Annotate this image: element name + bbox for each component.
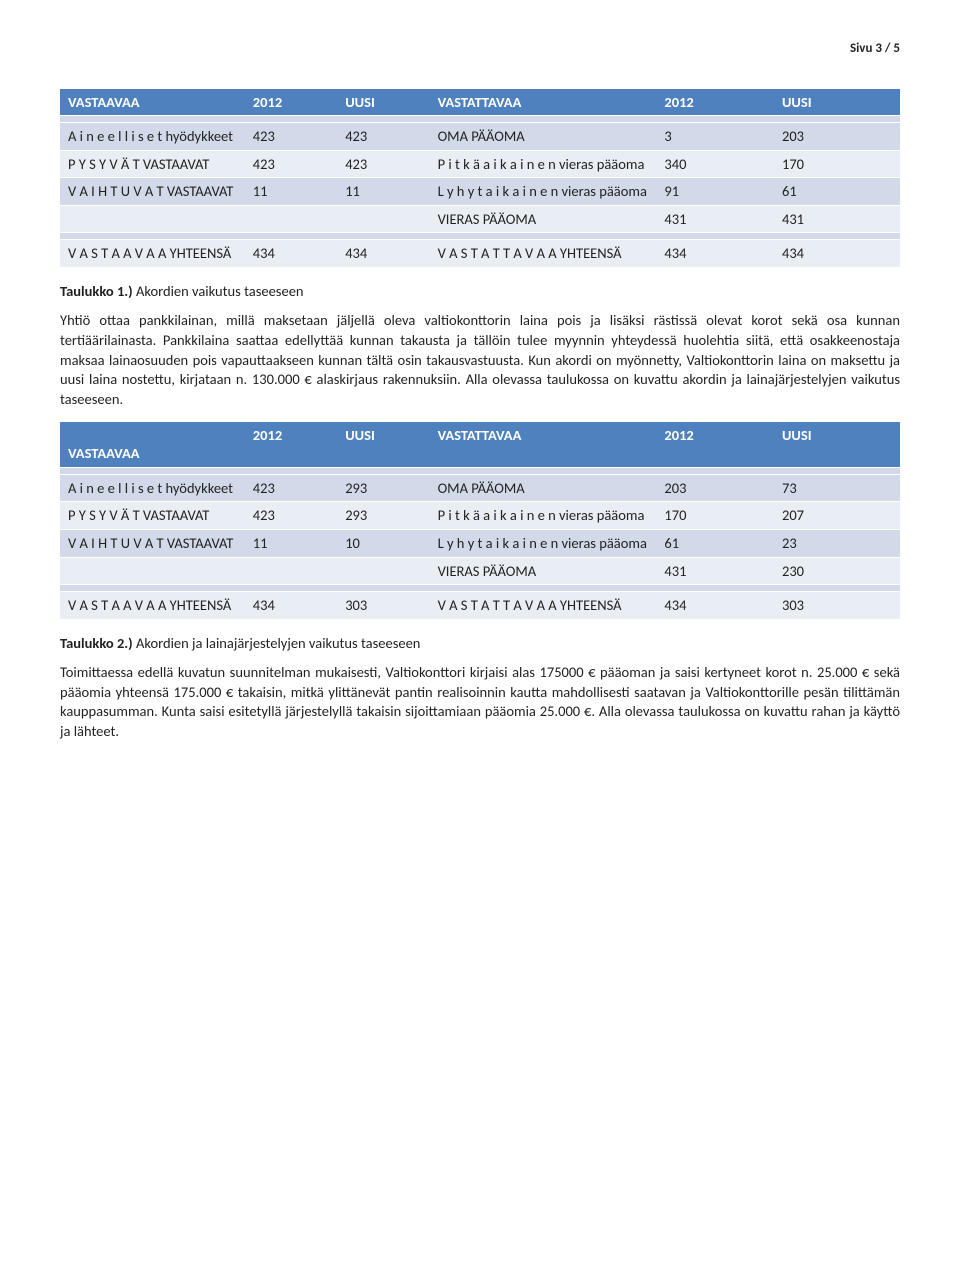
cell: 293	[337, 474, 429, 502]
paragraph-2: Toimittaessa edellä kuvatun suunnitelman…	[60, 663, 900, 741]
cell: 434	[656, 592, 774, 620]
th: VASTATTAVAA	[430, 422, 657, 468]
cell: 11	[337, 178, 429, 206]
cell: V A S T A A V A A YHTEENSÄ	[60, 240, 245, 268]
table-2-footer: V A S T A A V A A YHTEENSÄ 434 303 V A S…	[60, 592, 900, 620]
paragraph-1: Yhtiö ottaa pankkilainan, millä maksetaa…	[60, 311, 900, 409]
cell: 170	[656, 502, 774, 530]
cell: V A S T A T T A V A A YHTEENSÄ	[430, 592, 657, 620]
cell: 10	[337, 529, 429, 557]
cell: A i n e e l l i s e t hyödykkeet	[60, 123, 245, 151]
cell	[245, 205, 337, 233]
th-label: VASTAAVAA	[68, 444, 140, 462]
cell: P Y S Y V Ä T VASTAAVAT	[60, 502, 245, 530]
th: UUSI	[774, 422, 900, 468]
cell: P i t k ä a i k a i n e n vieras pääoma	[430, 150, 657, 178]
cell: 207	[774, 502, 900, 530]
table-row: A i n e e l l i s e t hyödykkeet 423 293…	[60, 474, 900, 502]
cell: L y h y t a i k a i n e n vieras pääoma	[430, 529, 657, 557]
caption-bold: Taulukko 1.)	[60, 282, 133, 300]
cell: 423	[245, 502, 337, 530]
cell: 303	[774, 592, 900, 620]
cell: 293	[337, 502, 429, 530]
table-1-header: VASTAAVAA 2012 UUSI VASTATTAVAA 2012 UUS…	[60, 88, 900, 116]
cell: 423	[245, 150, 337, 178]
cell: A i n e e l l i s e t hyödykkeet	[60, 474, 245, 502]
cell: 434	[774, 240, 900, 268]
cell: 423	[337, 123, 429, 151]
cell: VIERAS PÄÄOMA	[430, 557, 657, 585]
cell: P Y S Y V Ä T VASTAAVAT	[60, 150, 245, 178]
cell: P i t k ä a i k a i n e n vieras pääoma	[430, 502, 657, 530]
table-2-caption: Taulukko 2.) Akordien ja lainajärjestely…	[60, 634, 900, 654]
th: UUSI	[337, 88, 429, 116]
th: 2012	[245, 422, 337, 468]
table-row: A i n e e l l i s e t hyödykkeet 423 423…	[60, 123, 900, 151]
cell: 303	[337, 592, 429, 620]
table-row: VIERAS PÄÄOMA 431 431	[60, 205, 900, 233]
table-2-header: VASTAAVAA 2012 UUSI VASTATTAVAA 2012 UUS…	[60, 422, 900, 468]
cell: 11	[245, 529, 337, 557]
caption-text: Akordien ja lainajärjestelyjen vaikutus …	[133, 634, 421, 652]
cell: 23	[774, 529, 900, 557]
cell: 423	[337, 150, 429, 178]
cell: 340	[656, 150, 774, 178]
caption-text: Akordien vaikutus taseeseen	[133, 282, 304, 300]
cell: L y h y t a i k a i n e n vieras pääoma	[430, 178, 657, 206]
cell: 434	[245, 592, 337, 620]
cell	[60, 557, 245, 585]
cell: 434	[656, 240, 774, 268]
table-row: P Y S Y V Ä T VASTAAVAT 423 293 P i t k …	[60, 502, 900, 530]
cell: 73	[774, 474, 900, 502]
cell: V A I H T U V A T VASTAAVAT	[60, 529, 245, 557]
caption-bold: Taulukko 2.)	[60, 634, 133, 652]
table-row: V A I H T U V A T VASTAAVAT 11 11 L y h …	[60, 178, 900, 206]
cell	[60, 205, 245, 233]
cell: OMA PÄÄOMA	[430, 123, 657, 151]
th: UUSI	[337, 422, 429, 468]
cell: V A S T A T T A V A A YHTEENSÄ	[430, 240, 657, 268]
cell: 61	[656, 529, 774, 557]
table-row: P Y S Y V Ä T VASTAAVAT 423 423 P i t k …	[60, 150, 900, 178]
page-number: Sivu 3 / 5	[60, 40, 900, 58]
cell: 434	[337, 240, 429, 268]
table-row: VIERAS PÄÄOMA 431 230	[60, 557, 900, 585]
cell: 91	[656, 178, 774, 206]
th: 2012	[656, 88, 774, 116]
cell: 423	[245, 123, 337, 151]
cell: V A I H T U V A T VASTAAVAT	[60, 178, 245, 206]
cell: 3	[656, 123, 774, 151]
cell: 11	[245, 178, 337, 206]
cell: VIERAS PÄÄOMA	[430, 205, 657, 233]
cell: OMA PÄÄOMA	[430, 474, 657, 502]
th: 2012	[656, 422, 774, 468]
table-2: VASTAAVAA 2012 UUSI VASTATTAVAA 2012 UUS…	[60, 421, 900, 619]
cell: 431	[656, 557, 774, 585]
cell: 170	[774, 150, 900, 178]
table-1: VASTAAVAA 2012 UUSI VASTATTAVAA 2012 UUS…	[60, 88, 900, 268]
cell: 423	[245, 474, 337, 502]
cell	[337, 557, 429, 585]
table-1-caption: Taulukko 1.) Akordien vaikutus taseeseen	[60, 282, 900, 302]
table-row: V A I H T U V A T VASTAAVAT 11 10 L y h …	[60, 529, 900, 557]
th: UUSI	[774, 88, 900, 116]
th: 2012	[245, 88, 337, 116]
th: VASTAAVAA	[60, 422, 245, 468]
cell: 431	[774, 205, 900, 233]
cell	[337, 205, 429, 233]
cell	[245, 557, 337, 585]
cell: V A S T A A V A A YHTEENSÄ	[60, 592, 245, 620]
cell: 434	[245, 240, 337, 268]
cell: 203	[656, 474, 774, 502]
cell: 203	[774, 123, 900, 151]
table-1-footer: V A S T A A V A A YHTEENSÄ 434 434 V A S…	[60, 240, 900, 268]
cell: 431	[656, 205, 774, 233]
th: VASTATTAVAA	[430, 88, 657, 116]
cell: 230	[774, 557, 900, 585]
th: VASTAAVAA	[60, 88, 245, 116]
cell: 61	[774, 178, 900, 206]
